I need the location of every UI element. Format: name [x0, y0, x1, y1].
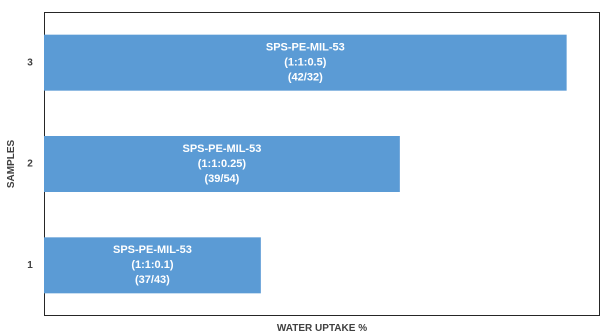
y-axis-title: SAMPLES — [6, 140, 17, 189]
bar-label-sample-2-line-3: (39/54) — [204, 173, 239, 185]
bar-label-sample-3-line-2: (1:1:0.5) — [284, 57, 327, 69]
bar-label-sample-2-line-2: (1:1:0.25) — [198, 158, 247, 170]
bar-sample-1 — [44, 237, 261, 294]
x-axis-title: WATER UPTAKE % — [277, 323, 367, 334]
bar-sample-2 — [44, 136, 400, 192]
bar-label-sample-3-line-3: (42/32) — [288, 72, 323, 84]
y-tick-label-3: 3 — [27, 57, 33, 68]
bars-group: SPS-PE-MIL-53 (1:1:0.1) (37/43) SPS-PE-MIL-… — [44, 34, 567, 294]
bar-label-sample-2-line-1: SPS-PE-MIL-53 — [182, 143, 261, 155]
bar-label-sample-1-line-1: SPS-PE-MIL-53 — [113, 244, 192, 256]
y-tick-label-1: 1 — [27, 260, 33, 271]
y-tick-label-2: 2 — [27, 159, 33, 170]
bar-label-sample-3-line-1: SPS-PE-MIL-53 — [266, 42, 345, 54]
bar-label-sample-1-line-2: (1:1:0.1) — [131, 259, 174, 271]
y-ticks-group: 1 2 3 — [27, 57, 33, 271]
bar-label-sample-1-line-3: (37/43) — [135, 274, 170, 286]
bar-sample-3 — [44, 34, 567, 91]
